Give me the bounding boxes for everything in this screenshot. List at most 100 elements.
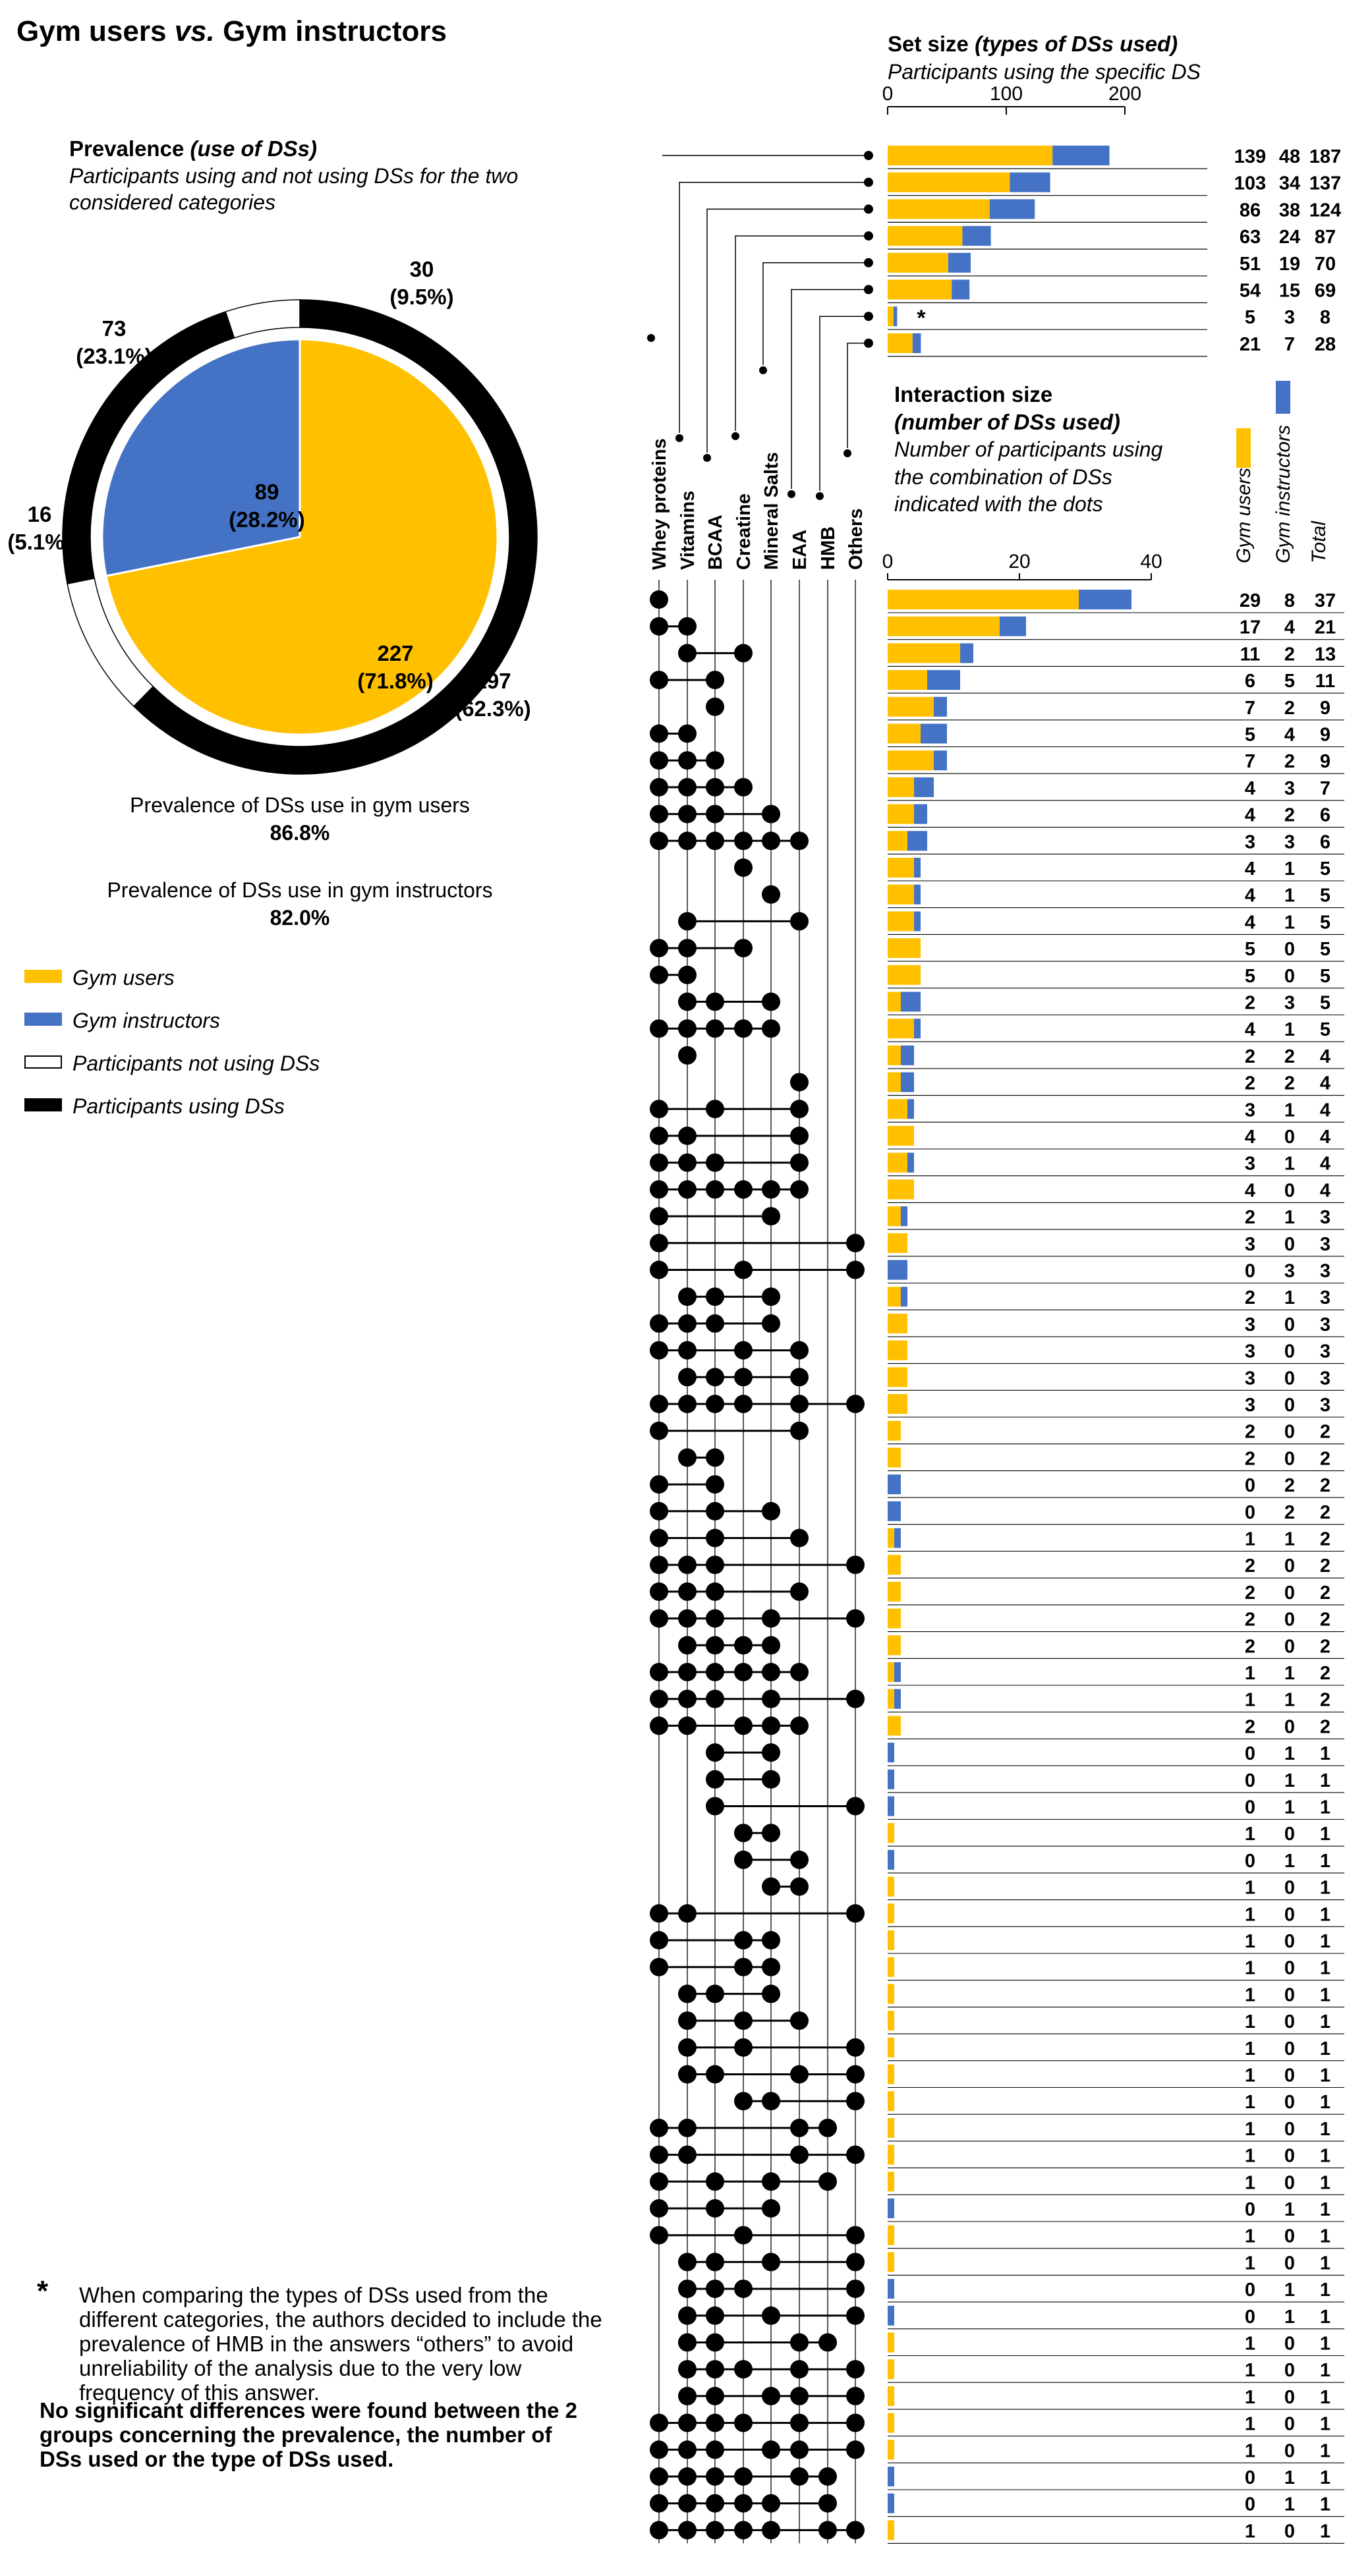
- combination-dot-25-7: [846, 1260, 865, 1279]
- set-value-total-2: 124: [1309, 200, 1341, 221]
- combination-dot-68-2: [706, 2413, 724, 2432]
- interaction-value-total-58: 1: [1320, 2146, 1330, 2167]
- interaction-bar-users-55: [888, 2064, 894, 2085]
- interaction-value-instructors-3: 5: [1284, 671, 1295, 692]
- combination-dot-60-2: [706, 2199, 724, 2218]
- interaction-value-instructors-62: 0: [1284, 2253, 1295, 2274]
- set-value-total-7: 28: [1315, 334, 1336, 355]
- prevalence-title: Prevalence (use of DSs): [69, 136, 317, 161]
- combination-dot-72-6: [818, 2521, 837, 2540]
- combination-dot-22-5: [790, 1180, 809, 1199]
- interaction-value-total-51: 1: [1320, 1958, 1330, 1979]
- interaction-bar-users-68: [888, 2413, 894, 2433]
- combination-dot-9-3: [734, 831, 753, 851]
- combination-dot-28-5: [790, 1341, 809, 1360]
- combination-dot-70-0: [650, 2467, 668, 2486]
- set-bar-users-7: [888, 333, 913, 353]
- set-size-subtitle: Participants using the specific DS: [888, 60, 1201, 84]
- combination-dot-23-0: [650, 1207, 668, 1226]
- interaction-value-users-5: 5: [1245, 725, 1255, 746]
- combination-dot-70-1: [678, 2467, 697, 2486]
- combination-dot-14-0: [650, 965, 668, 984]
- pie-outer-pct-1: (9.5%): [389, 285, 453, 309]
- interaction-value-total-33: 2: [1320, 1475, 1330, 1496]
- footnote-text: When comparing the types of DSs used fro…: [79, 2283, 602, 2405]
- combination-dot-42-3: [734, 1716, 753, 1735]
- set-bar-instructors-4: [948, 252, 971, 273]
- interaction-value-total-22: 4: [1320, 1180, 1330, 1201]
- label-connector-dot-3: [731, 432, 739, 440]
- combination-dot-61-3: [734, 2226, 753, 2245]
- interaction-value-total-46: 1: [1320, 1824, 1330, 1845]
- interaction-value-instructors-36: 0: [1284, 1555, 1295, 1577]
- interaction-bar-users-1: [888, 616, 1000, 636]
- interaction-subtitle-3: indicated with the dots: [894, 492, 1103, 516]
- interaction-bar-instructors-64: [888, 2305, 894, 2326]
- interaction-bar-users-40: [888, 1662, 894, 1682]
- combination-dot-6-0: [650, 751, 668, 770]
- interaction-value-instructors-19: 1: [1284, 1100, 1295, 1121]
- interaction-bar-instructors-43: [888, 1743, 894, 1763]
- legend-label-3: Participants using DSs: [72, 1094, 285, 1118]
- combination-dot-67-2: [706, 2386, 724, 2405]
- combination-dot-42-4: [762, 1716, 780, 1735]
- interaction-value-instructors-63: 1: [1284, 2280, 1295, 2301]
- combination-dot-47-3: [734, 1850, 753, 1869]
- pie-outer-slice-3: [225, 299, 300, 339]
- interaction-value-users-26: 2: [1245, 1287, 1255, 1308]
- combination-dot-67-4: [762, 2386, 780, 2405]
- interaction-value-total-56: 1: [1320, 2092, 1330, 2113]
- interaction-value-total-5: 9: [1320, 725, 1330, 746]
- interaction-value-users-6: 7: [1245, 751, 1255, 772]
- combination-dot-61-7: [846, 2226, 865, 2245]
- interaction-value-total-72: 1: [1320, 2521, 1330, 2542]
- interaction-value-instructors-39: 0: [1284, 1636, 1295, 1657]
- interaction-value-instructors-45: 1: [1284, 1797, 1295, 1818]
- interaction-value-total-60: 1: [1320, 2199, 1330, 2220]
- combination-dot-21-1: [678, 1153, 697, 1172]
- set-bar-instructors-5: [952, 279, 970, 300]
- interaction-value-total-18: 4: [1320, 1073, 1330, 1094]
- combination-dot-44-4: [762, 1770, 780, 1789]
- combination-dot-28-1: [678, 1341, 697, 1360]
- interaction-value-total-17: 4: [1320, 1046, 1330, 1067]
- set-value-users-7: 21: [1240, 334, 1261, 355]
- combination-dot-52-2: [706, 1984, 724, 2003]
- interaction-axis: 0 20 40: [882, 551, 1162, 580]
- interaction-value-users-60: 0: [1245, 2199, 1255, 2220]
- combination-dot-26-2: [706, 1287, 724, 1306]
- interaction-bar-instructors-4: [934, 696, 947, 717]
- interaction-bar-users-6: [888, 750, 934, 771]
- combination-dot-41-4: [762, 1689, 780, 1708]
- combination-dot-49-0: [650, 1904, 668, 1923]
- combination-dot-66-7: [846, 2360, 865, 2379]
- interaction-value-total-24: 3: [1320, 1234, 1330, 1255]
- label-connector-dot-2: [703, 454, 711, 462]
- interaction-bar-users-14: [888, 965, 921, 985]
- combination-dot-8-0: [650, 804, 668, 824]
- combination-dot-13-3: [734, 939, 753, 958]
- combination-dot-33-2: [706, 1475, 724, 1494]
- interaction-bar-instructors-3: [927, 670, 960, 690]
- set-value-total-4: 70: [1315, 254, 1336, 275]
- interaction-value-users-57: 1: [1245, 2119, 1255, 2140]
- interaction-value-total-1: 21: [1315, 617, 1336, 638]
- set-bar-users-2: [888, 199, 990, 219]
- combination-dot-54-7: [846, 2038, 865, 2057]
- interaction-bar-instructors-41: [894, 1689, 901, 1709]
- combination-dot-69-0: [650, 2440, 668, 2459]
- combination-dot-30-0: [650, 1395, 668, 1413]
- interaction-value-instructors-13: 0: [1284, 939, 1295, 960]
- interaction-bar-users-62: [888, 2252, 894, 2272]
- set-bar-users-1: [888, 172, 1010, 192]
- interaction-value-users-15: 2: [1245, 993, 1255, 1014]
- interaction-value-total-44: 1: [1320, 1770, 1330, 1791]
- combination-dot-12-5: [790, 912, 809, 931]
- set-value-instructors-0: 48: [1279, 146, 1300, 167]
- combination-dot-58-0: [650, 2145, 668, 2164]
- interaction-bar-instructors-26: [901, 1287, 907, 1307]
- pie-inner-pct-0: (71.8%): [357, 669, 434, 693]
- interaction-value-instructors-53: 0: [1284, 2011, 1295, 2032]
- combination-dot-34-0: [650, 1501, 668, 1521]
